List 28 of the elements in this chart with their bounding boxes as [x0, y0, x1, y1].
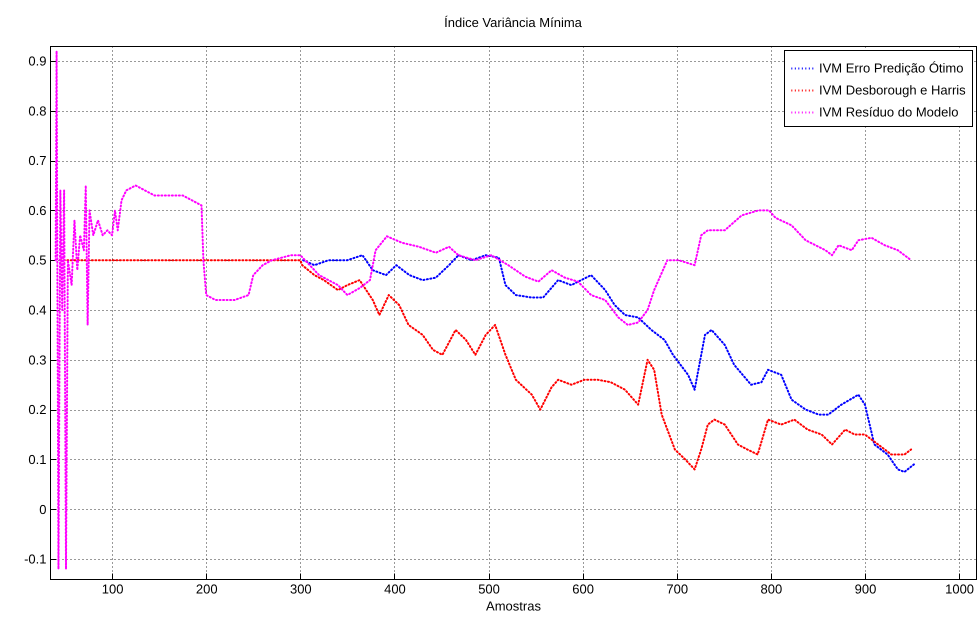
x-tick-label: 1000: [945, 582, 974, 596]
y-tick-label: 0.7: [28, 153, 46, 168]
y-tick-label: 0.6: [28, 202, 46, 218]
x-tick-label: 800: [760, 582, 782, 596]
x-tick-label: 300: [290, 582, 312, 596]
y-tick-label: 0.9: [28, 53, 46, 68]
x-tick-label: 600: [572, 582, 594, 596]
x-tick-label: 700: [666, 582, 688, 596]
y-tick-label: 0.1: [28, 452, 46, 467]
y-tick-label: 0.5: [28, 252, 46, 268]
y-tick-label: 0: [39, 502, 46, 517]
x-axis-title: Amostras: [486, 598, 542, 614]
legend-label: IVM Resíduo do Modelo: [819, 104, 958, 120]
y-tick-label: 0.3: [28, 352, 46, 368]
legend-label: IVM Desborough e Harris: [819, 82, 966, 98]
line-series: [302, 254, 915, 473]
x-tick-label: 100: [102, 582, 124, 596]
line-series: [59, 259, 912, 470]
x-tick-label: 200: [196, 582, 218, 596]
x-tick-label: 900: [854, 582, 876, 596]
y-tick-label: 0.4: [28, 302, 46, 318]
y-tick-label: -0.1: [24, 552, 46, 567]
chart-title: Índice Variância Mínima: [444, 15, 583, 30]
x-tick-label: 400: [384, 582, 406, 596]
x-tick-label: 500: [478, 582, 500, 596]
y-tick-label: 0.8: [28, 103, 46, 118]
y-tick-label: 0.2: [28, 402, 46, 418]
legend-label: IVM Erro Predição Ótimo: [819, 60, 964, 76]
